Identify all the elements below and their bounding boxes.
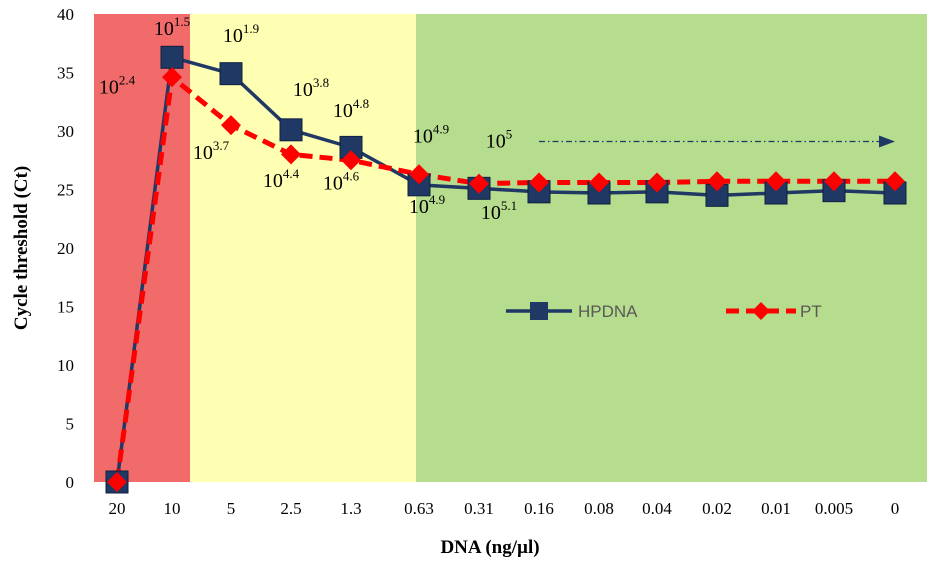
marker-pt xyxy=(707,171,727,192)
annotation-label: 103.8 xyxy=(293,75,329,101)
annotation-label: 105 xyxy=(486,126,513,152)
x-axis-title: DNA (ng/µl) xyxy=(440,537,539,558)
marker-hpdna xyxy=(160,45,184,69)
x-tick-label: 0.08 xyxy=(584,499,614,518)
annotation-label: 101.9 xyxy=(223,21,259,47)
legend-marker-hpdna xyxy=(530,302,548,320)
y-tick-label: 20 xyxy=(57,239,74,258)
marker-pt xyxy=(469,173,489,194)
x-tick-label: 5 xyxy=(227,499,236,518)
x-tick-label: 0.01 xyxy=(761,499,791,518)
arrow-head xyxy=(879,135,895,148)
background-bands xyxy=(94,14,927,482)
y-tick-label: 10 xyxy=(57,356,74,375)
marker-pt xyxy=(589,172,609,193)
x-tick-label: 0 xyxy=(891,499,900,518)
band-2 xyxy=(416,14,927,482)
annotation-label: 104.9 xyxy=(409,192,445,218)
marker-pt xyxy=(824,171,844,192)
annotation-label: 105.1 xyxy=(481,198,517,224)
marker-pt xyxy=(409,164,429,185)
marker-pt xyxy=(221,115,241,136)
marker-pt xyxy=(647,172,667,193)
x-tick-label: 10 xyxy=(164,499,181,518)
marker-pt xyxy=(341,150,361,171)
annotation-label: 102.4 xyxy=(99,73,136,99)
band-1 xyxy=(190,14,416,482)
marker-pt xyxy=(107,472,127,492)
y-tick-label: 25 xyxy=(57,181,74,200)
y-tick-label: 5 xyxy=(66,415,75,434)
annotation-label: 104.9 xyxy=(413,122,449,148)
x-tick-label: 0.31 xyxy=(464,499,494,518)
annotation-label: 104.6 xyxy=(323,169,360,195)
legend-label-hpdna: HPDNA xyxy=(578,302,638,321)
marker-pt xyxy=(281,144,301,165)
x-tick-label: 1.3 xyxy=(340,499,361,518)
marker-pt xyxy=(529,172,549,193)
annotation-label: 104.4 xyxy=(263,166,300,192)
series-markers xyxy=(105,45,907,494)
marker-hpdna xyxy=(279,118,303,142)
y-tick-label: 40 xyxy=(57,5,74,24)
marker-pt xyxy=(766,171,786,192)
y-tick-label: 0 xyxy=(66,473,75,492)
annotation-label: 104.8 xyxy=(333,96,369,122)
x-tick-label: 0.04 xyxy=(642,499,672,518)
y-tick-label: 35 xyxy=(57,64,74,83)
y-tick-label: 15 xyxy=(57,298,74,317)
legend-marker-pt xyxy=(752,302,770,320)
annotation-label: 103.7 xyxy=(193,138,230,164)
x-tick-label: 0.16 xyxy=(524,499,554,518)
x-tick-labels: 20 10 5 2.5 1.3 0.63 0.31 0.16 0.08 0.04 0.02 0.01 0… xyxy=(109,499,900,518)
x-tick-label: 2.5 xyxy=(280,499,301,518)
y-axis-title: Cycle threshold (Ct) xyxy=(11,166,32,330)
band-0 xyxy=(94,14,190,482)
marker-pt xyxy=(162,67,182,88)
annotation-label: 101.5 xyxy=(154,14,190,40)
y-tick-label: 30 xyxy=(57,122,74,141)
marker-pt xyxy=(885,171,905,192)
x-tick-label: 0.63 xyxy=(404,499,434,518)
legend-label-pt: PT xyxy=(800,302,822,321)
marker-hpdna xyxy=(219,62,243,86)
trend-arrow xyxy=(539,135,895,148)
x-tick-label: 0.005 xyxy=(815,499,853,518)
y-tick-labels: 0 5 10 15 20 25 30 35 40 xyxy=(57,5,74,492)
x-tick-label: 0.02 xyxy=(702,499,732,518)
legend: HPDNA PT xyxy=(506,302,822,321)
x-tick-label: 20 xyxy=(109,499,126,518)
